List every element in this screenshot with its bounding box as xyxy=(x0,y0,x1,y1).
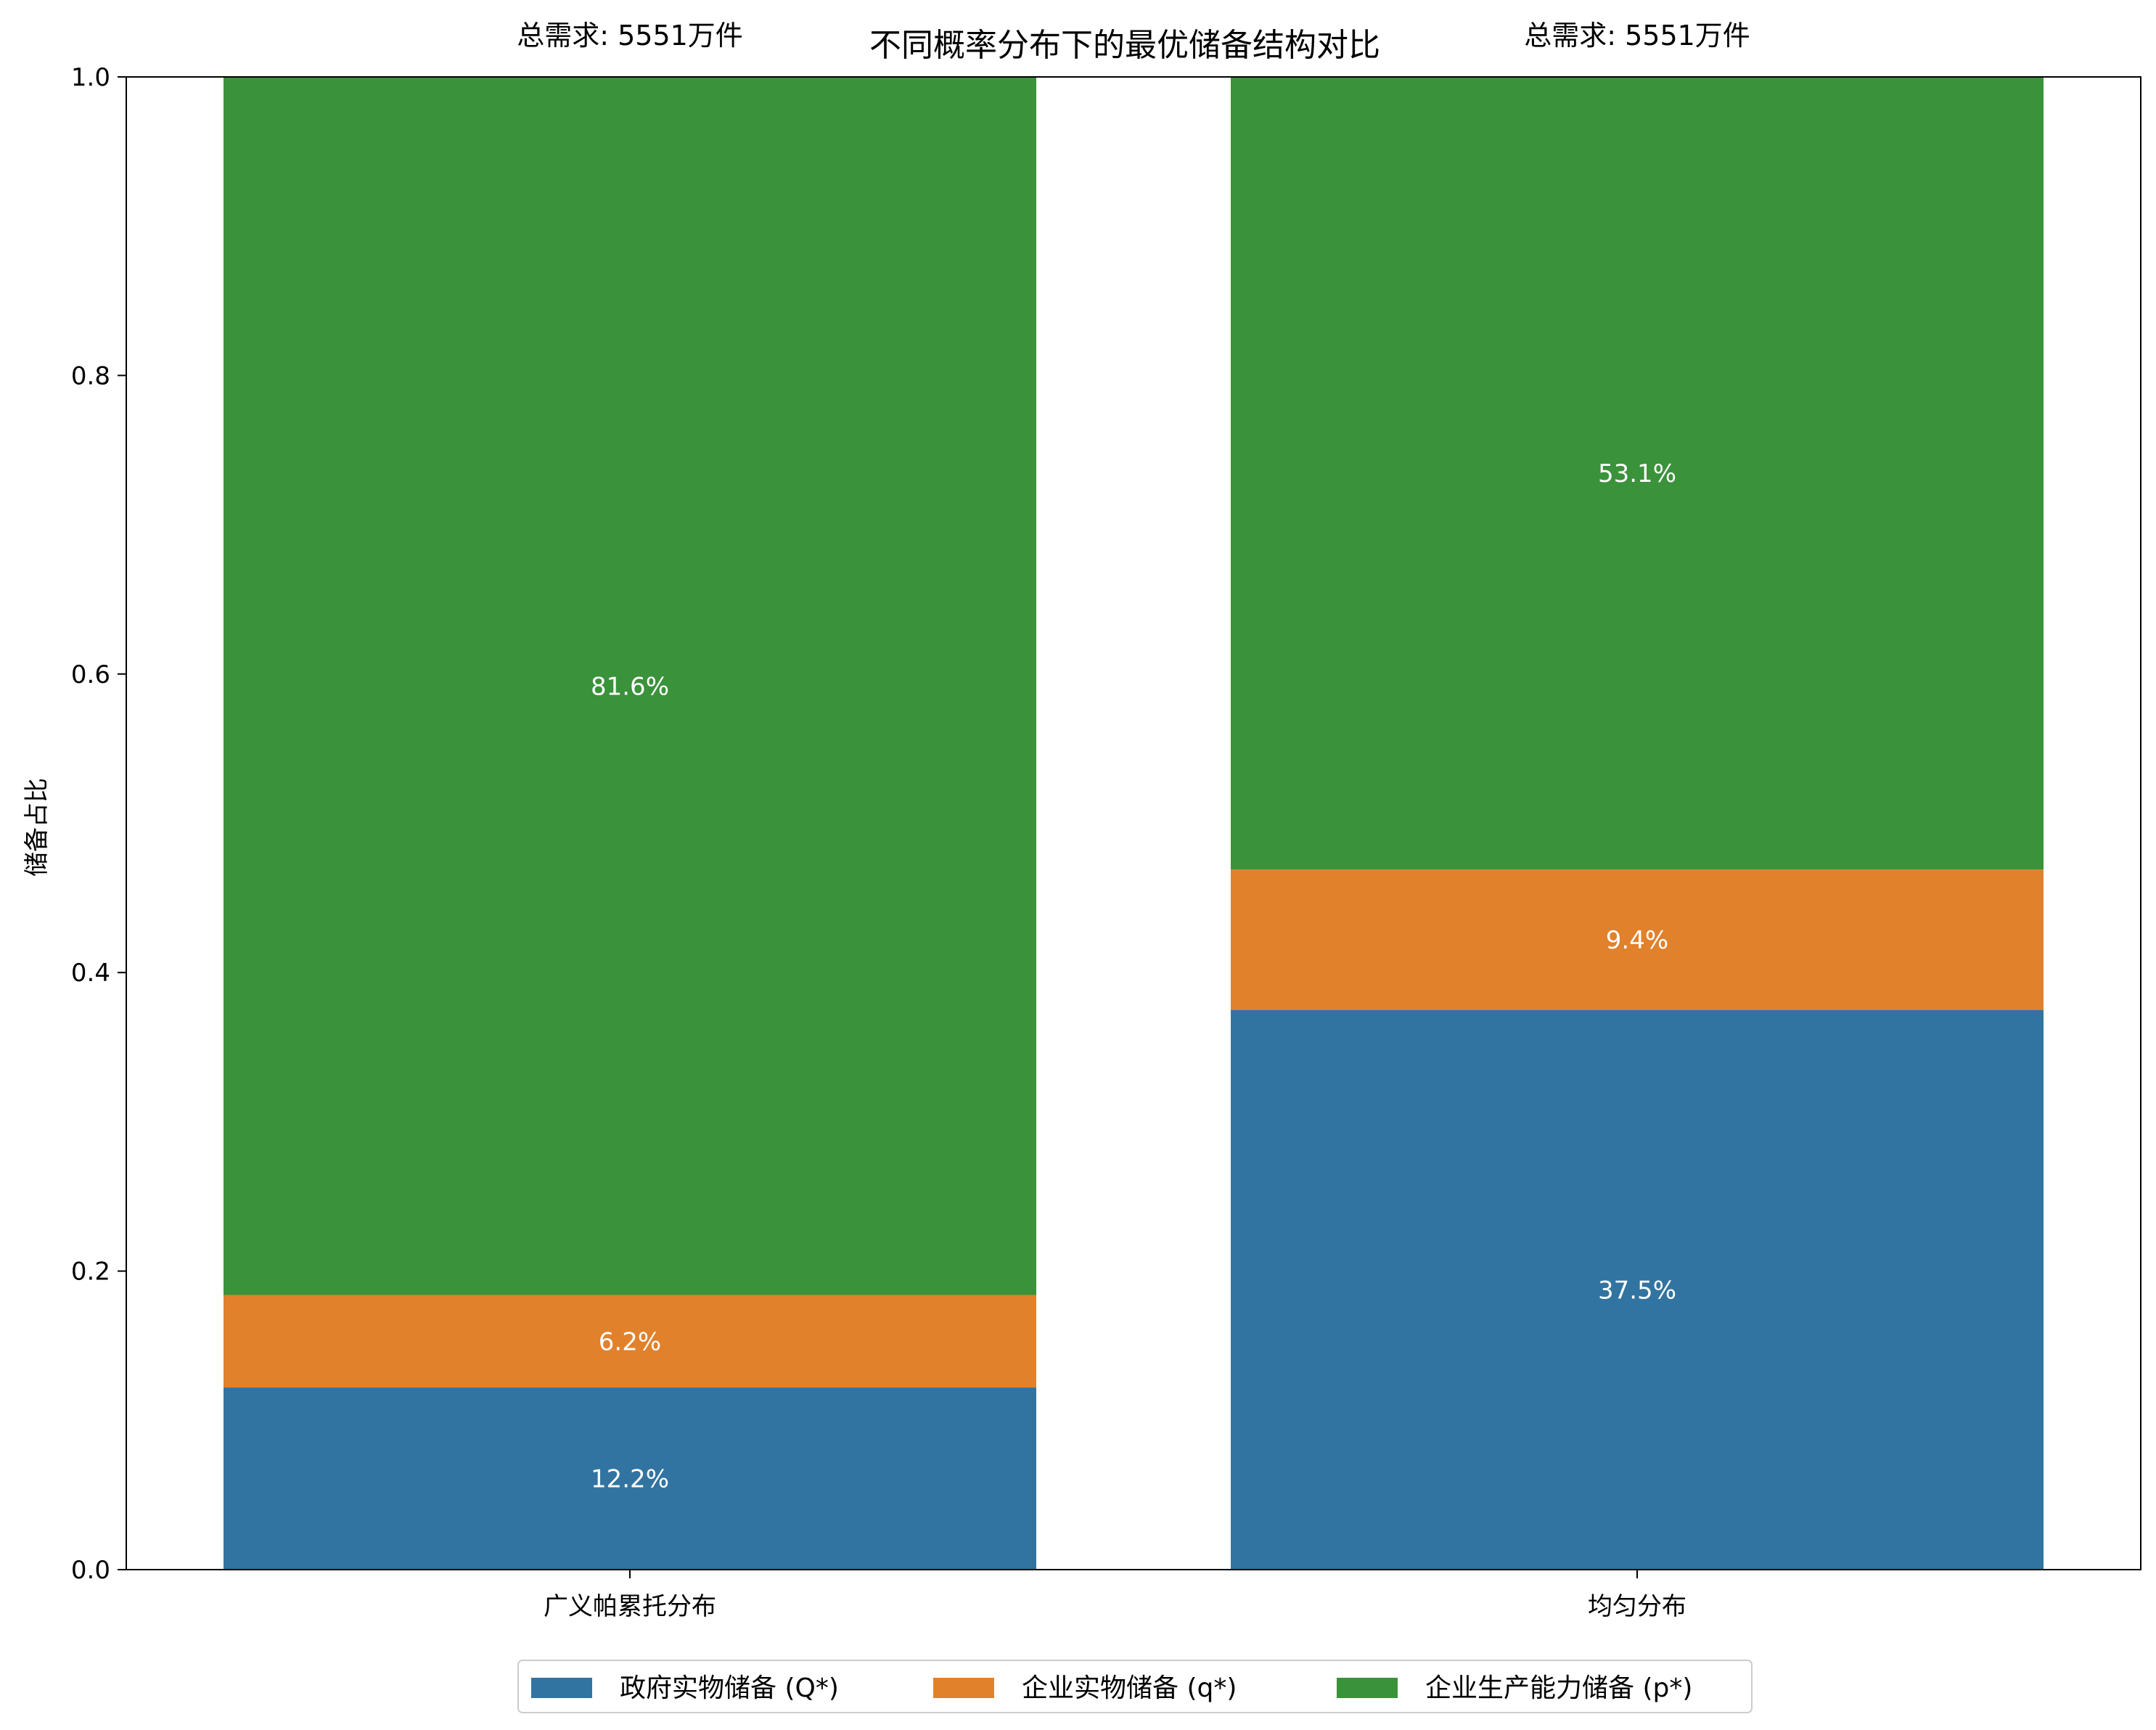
y-axis-label: 储备占比 xyxy=(22,778,52,877)
bar-value-label: 81.6% xyxy=(591,672,669,701)
bar-value-label: 9.4% xyxy=(1606,926,1668,955)
legend-entry-label: 企业生产能力储备 (p*) xyxy=(1425,1673,1692,1703)
y-tick-label: 0.6 xyxy=(71,660,110,689)
legend-swatch xyxy=(933,1678,994,1698)
total-demand-label: 总需求: 5551万件 xyxy=(1524,20,1750,52)
bar-segment xyxy=(224,1295,1036,1388)
bar-value-label: 53.1% xyxy=(1598,459,1676,488)
y-tick-label: 0.2 xyxy=(71,1258,110,1287)
legend: 政府实物储备 (Q*) 企业实物储备 (q*) 企业生产能力储备 (p*) xyxy=(517,1660,1753,1713)
bar-segment xyxy=(1231,1009,2044,1570)
y-tick-label: 0.4 xyxy=(71,959,110,988)
bars-group: 12.2% 6.2% 81.6% 总需求: 5551万件 37.5% 9.4% 53.1% 总… xyxy=(224,20,2044,1570)
total-demand-label: 总需求: 5551万件 xyxy=(517,20,743,52)
bar-segment xyxy=(1231,77,2044,870)
chart-title: 不同概率分布下的最优储备结构对比 xyxy=(869,27,1380,64)
legend-frame xyxy=(517,1660,1753,1713)
legend-entry-label: 企业实物储备 (q*) xyxy=(1022,1673,1237,1703)
legend-swatch xyxy=(531,1678,592,1698)
x-tick-label: 广义帕累托分布 xyxy=(544,1592,716,1621)
y-tick-label: 0.8 xyxy=(71,361,110,390)
x-axis: 广义帕累托分布 均匀分布 xyxy=(544,1570,1686,1621)
bar-segment xyxy=(224,77,1036,1295)
bar-value-label: 6.2% xyxy=(599,1327,661,1356)
bar-segment xyxy=(1231,869,2044,1010)
bar-segment xyxy=(224,1387,1036,1570)
legend-swatch xyxy=(1337,1678,1398,1698)
bar-value-label: 37.5% xyxy=(1598,1276,1676,1305)
y-axis: 0.0 0.2 0.4 0.6 0.8 1.0 xyxy=(71,63,126,1585)
y-tick-label: 0.0 xyxy=(71,1556,110,1585)
plot-frame xyxy=(126,76,2141,1570)
bar-value-label: 12.2% xyxy=(591,1465,669,1494)
x-tick-label: 均匀分布 xyxy=(1588,1592,1686,1621)
y-tick-label: 1.0 xyxy=(71,63,110,92)
legend-entry-label: 政府实物储备 (Q*) xyxy=(620,1673,839,1703)
